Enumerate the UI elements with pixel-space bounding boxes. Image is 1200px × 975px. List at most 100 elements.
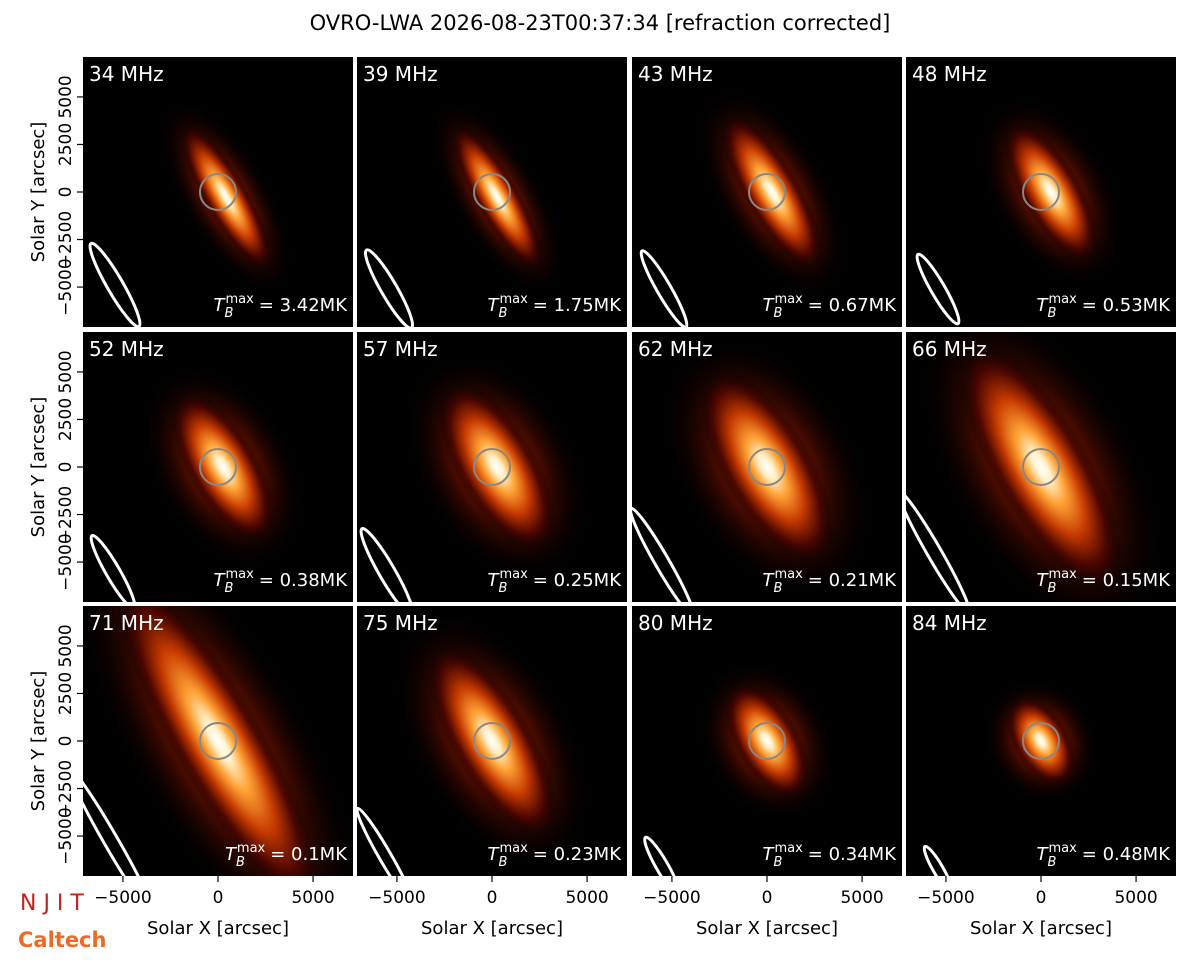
y-tick-label: 0: [56, 187, 76, 198]
tmax-label: TBmax = 0.21MK: [763, 567, 898, 596]
panel: 66 MHz TBmax = 0.15MK: [906, 332, 1176, 602]
solar-disk: [1022, 722, 1060, 760]
solar-disk: [199, 722, 237, 760]
tmax-sub: B: [236, 855, 245, 870]
tmax-symbol: T: [1037, 570, 1050, 591]
tmax-value: = 0.48MK: [1082, 844, 1171, 865]
emission: [1003, 121, 1099, 263]
y-tick-label: 2500: [56, 123, 76, 166]
panel-image: [83, 332, 353, 602]
tmax-value: = 3.42MK: [259, 295, 348, 316]
tmax-sub: B: [499, 581, 508, 596]
tmax-label: TBmax = 0.53MK: [1037, 292, 1172, 321]
frequency-label: 62 MHz: [638, 337, 713, 361]
tmax-sup: max: [499, 567, 528, 582]
tmax-sub: B: [774, 306, 783, 321]
beam: [915, 252, 961, 326]
beam: [363, 248, 415, 327]
title: OVRO-LWA 2026-08-23T00:37:34 [refraction…: [310, 11, 891, 35]
solar-disk: [473, 722, 511, 760]
x-tick-label: −5000: [368, 888, 426, 908]
tmax-value: = 0.67MK: [808, 295, 897, 316]
tmax-sub: B: [1048, 855, 1057, 870]
panel: 39 MHz TBmax = 1.75MK: [357, 57, 627, 327]
tmax-symbol: T: [763, 844, 776, 865]
tmax-symbol: T: [488, 570, 501, 591]
x-tick-label: 0: [1036, 888, 1047, 908]
tmax-label: TBmax = 3.42MK: [214, 292, 349, 321]
y-tick-label: 5000: [56, 624, 76, 667]
tmax-sup: max: [1048, 567, 1077, 582]
panel-image: [357, 606, 627, 876]
x-tick-label: −5000: [643, 888, 701, 908]
logo-njit: N J I T: [20, 891, 84, 916]
y-tick-label: 0: [56, 462, 76, 473]
x-tick-label: 5000: [291, 888, 334, 908]
solar-disk: [748, 722, 786, 760]
panel: 62 MHz TBmax = 0.21MK: [632, 332, 902, 602]
panel: 34 MHz TBmax = 3.42MK −5000−2500 0 2500 5000 So…: [28, 57, 353, 327]
frequency-label: 39 MHz: [363, 62, 438, 86]
solar-disk: [199, 173, 237, 211]
tmax-value: = 0.15MK: [1082, 570, 1171, 591]
solar-disk: [1022, 448, 1060, 486]
x-tick-label: 0: [213, 888, 224, 908]
tmax-sub: B: [774, 855, 783, 870]
tmax-value: = 0.34MK: [808, 844, 897, 865]
x-axis-label: Solar X [arcsec]: [147, 918, 289, 939]
y-tick-label: −5000: [56, 807, 76, 865]
emission: [170, 391, 276, 543]
frequency-label: 80 MHz: [638, 611, 713, 635]
tmax-sub: B: [225, 581, 234, 596]
panel-image: [906, 57, 1176, 327]
tmax-label: TBmax = 0.15MK: [1037, 567, 1172, 596]
y-tick-label: 5000: [56, 350, 76, 393]
tmax-sup: max: [774, 841, 803, 856]
tmax-sup: max: [499, 841, 528, 856]
tmax-sup: max: [1048, 292, 1077, 307]
beam: [639, 249, 689, 327]
panel: 57 MHz TBmax = 0.25MK: [357, 332, 627, 602]
tmax-symbol: T: [214, 295, 227, 316]
x-axis-label: Solar X [arcsec]: [696, 918, 838, 939]
y-tick-label: 0: [56, 736, 76, 747]
tmax-sub: B: [499, 855, 508, 870]
tmax-label: TBmax = 0.23MK: [488, 841, 623, 870]
frequency-label: 66 MHz: [912, 337, 987, 361]
beam: [83, 765, 156, 876]
beam: [89, 533, 137, 602]
tmax-sub: B: [225, 306, 234, 321]
tmax-value: = 0.1MK: [270, 844, 348, 865]
tmax-sup: max: [1048, 841, 1077, 856]
tmax-symbol: T: [763, 570, 776, 591]
panel: 43 MHz TBmax = 0.67MK: [632, 57, 902, 327]
tmax-symbol: T: [488, 295, 501, 316]
emission: [438, 382, 556, 552]
panel: 52 MHz TBmax = 0.38MK −5000−2500 0 2500 5000 So…: [28, 332, 353, 602]
y-tick-label: −2500: [56, 760, 76, 818]
tmax-symbol: T: [225, 844, 238, 865]
tmax-symbol: T: [488, 844, 501, 865]
y-tick-label: −5000: [56, 258, 76, 316]
y-tick-label: −2500: [56, 211, 76, 269]
frequency-label: 84 MHz: [912, 611, 987, 635]
x-tick-label: 5000: [565, 888, 608, 908]
tmax-symbol: T: [763, 295, 776, 316]
solar-disk: [1022, 173, 1060, 211]
tmax-label: TBmax = 0.48MK: [1037, 841, 1172, 870]
y-axis-label: Solar Y [arcsec]: [28, 397, 49, 538]
x-axis-label: Solar X [arcsec]: [421, 918, 563, 939]
solar-disk: [473, 173, 511, 211]
panel-image: [632, 332, 902, 602]
logo-caltech: Caltech: [18, 928, 106, 952]
beam: [643, 835, 681, 876]
beam: [922, 844, 954, 876]
panel: 48 MHz TBmax = 0.53MK: [906, 57, 1176, 327]
tmax-symbol: T: [1037, 295, 1050, 316]
tmax-sub: B: [774, 581, 783, 596]
x-tick-label: 0: [762, 888, 773, 908]
panel-image: [906, 606, 1176, 876]
